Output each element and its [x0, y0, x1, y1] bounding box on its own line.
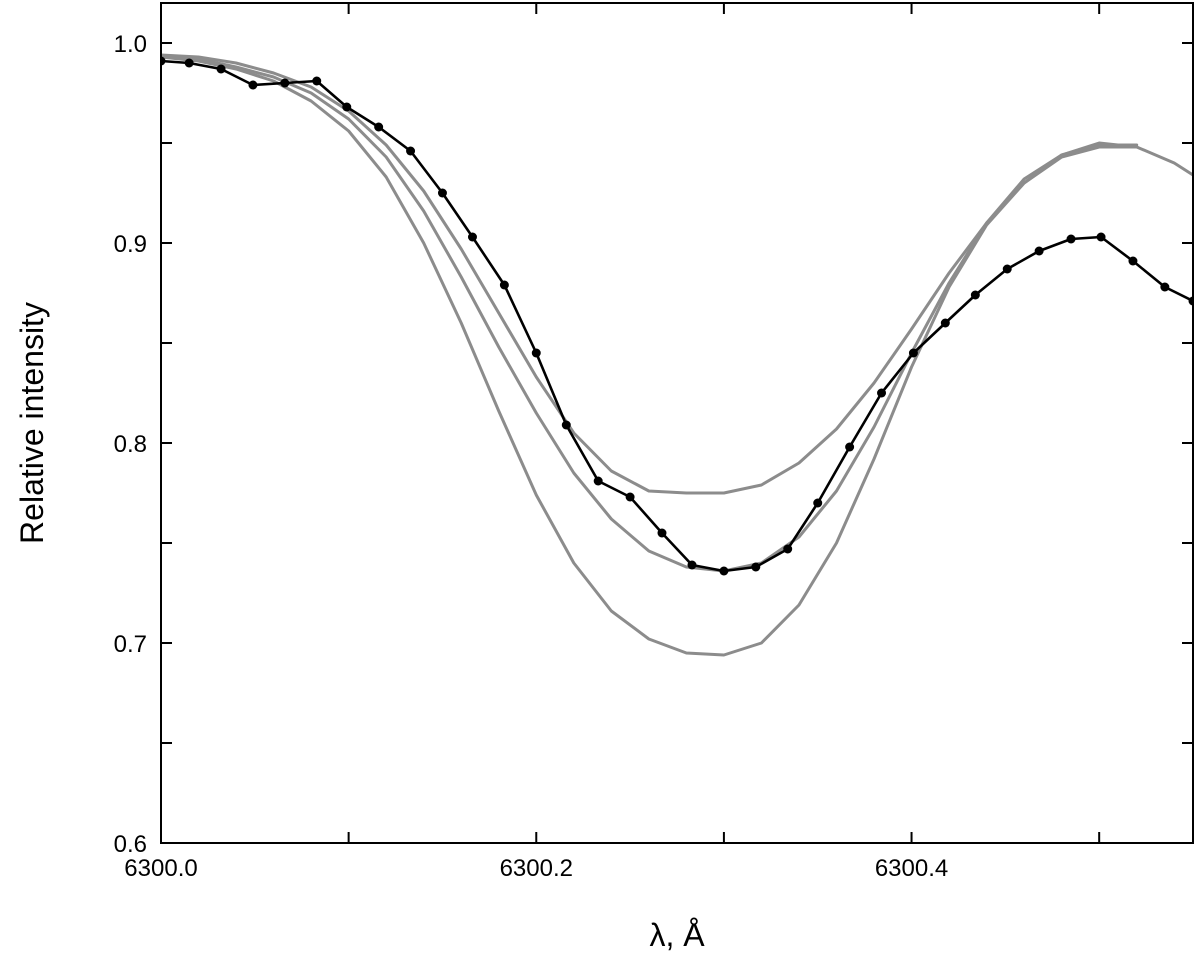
observed-data-point	[248, 80, 258, 90]
observed-data-point	[1066, 234, 1076, 244]
observed-data-point	[280, 78, 290, 88]
x-tick-label: 6300.0	[124, 855, 197, 882]
observed-data-point	[184, 58, 194, 68]
observed-data-point	[1188, 296, 1193, 306]
observed-data-point	[625, 492, 635, 502]
plot-frame	[160, 2, 1194, 844]
observed-data-point	[531, 348, 541, 358]
observed-data-point	[499, 280, 509, 290]
model-series-line-3	[161, 55, 1139, 657]
observed-data-point	[1128, 256, 1138, 266]
observed-data-point	[312, 76, 322, 86]
observed-data-point	[561, 420, 571, 430]
x-tick-label: 6300.2	[500, 855, 573, 882]
axis-ticks	[160, 3, 1193, 844]
y-tick-label: 1.0	[114, 31, 147, 58]
observed-data-point	[161, 56, 166, 66]
observed-data-point	[719, 566, 729, 576]
observed-data-point	[877, 388, 887, 398]
observed-data-point	[908, 348, 918, 358]
y-tick-label: 0.8	[114, 431, 147, 458]
observed-curve	[161, 56, 1193, 576]
observed-data-point	[593, 476, 603, 486]
observed-data-point	[1096, 232, 1106, 242]
observed-data-point	[467, 232, 477, 242]
x-axis-title: λ, Å	[649, 917, 705, 953]
y-tick-label: 0.7	[114, 631, 147, 658]
y-axis-title: Relative intensity	[14, 302, 50, 544]
y-tick-label: 0.9	[114, 231, 147, 258]
observed-data-point	[342, 102, 352, 112]
observed-series-line	[161, 59, 1193, 573]
x-tick-label: 6300.4	[875, 855, 948, 882]
model-series-line-1	[161, 53, 1193, 495]
x-tick-labels: 6300.0 6300.2 6300.4	[124, 855, 948, 882]
observed-data-point	[657, 528, 667, 538]
observed-data-point	[374, 122, 384, 132]
observed-data-point	[813, 498, 823, 508]
observed-data-point	[1002, 264, 1012, 274]
observed-data-point	[437, 188, 447, 198]
observed-data-point	[845, 442, 855, 452]
observed-data-point	[783, 544, 793, 554]
observed-data-point	[216, 64, 226, 74]
observed-data-point	[970, 290, 980, 300]
observed-data-point	[1034, 246, 1044, 256]
model-curves	[161, 53, 1193, 657]
observed-data-point	[406, 146, 416, 156]
y-tick-label: 0.6	[114, 831, 147, 858]
observed-data-point	[940, 318, 950, 328]
y-tick-labels: 0.6 0.7 0.8 0.9 1.0	[114, 31, 147, 858]
model-series-line-2	[161, 55, 1139, 573]
observed-data-point	[1160, 282, 1170, 292]
observed-data-point	[751, 562, 761, 572]
observed-data-point	[687, 560, 697, 570]
